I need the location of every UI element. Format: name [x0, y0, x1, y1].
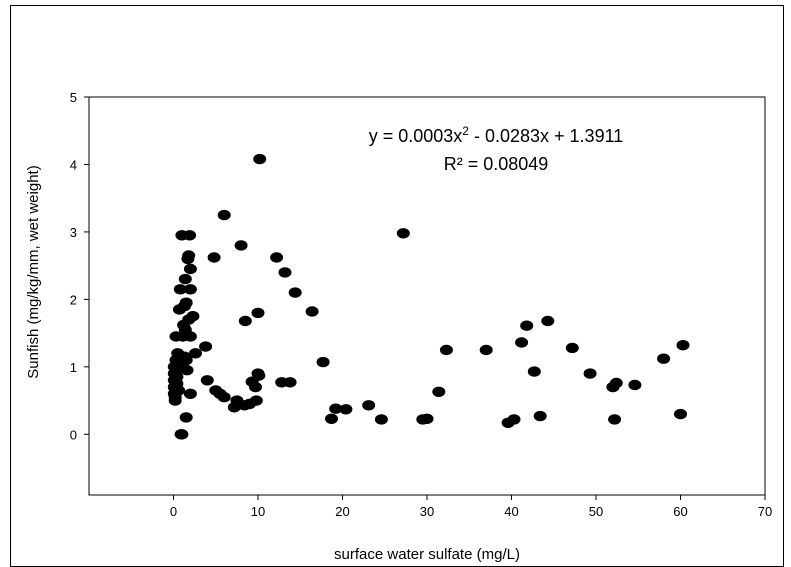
data-point: [234, 240, 248, 251]
data-point: [252, 370, 266, 381]
x-tick-label: 40: [504, 504, 518, 519]
data-point: [329, 403, 343, 414]
y-tick-label: 3: [70, 225, 77, 240]
y-tick-label: 4: [70, 157, 77, 172]
data-point: [179, 354, 193, 366]
data-point: [175, 429, 189, 440]
x-tick-label: 20: [335, 504, 349, 519]
y-axis: 0 1 2 3 4 5: [70, 90, 89, 442]
data-point: [325, 413, 338, 424]
y-axis-title: Sunfish (mg/kg/mm, wet weight): [25, 165, 42, 378]
data-point: [305, 306, 319, 317]
data-point: [217, 392, 231, 403]
x-tick-label: 10: [251, 504, 265, 519]
plot-area: [88, 96, 766, 496]
x-tick-label: 50: [589, 504, 603, 519]
data-point: [507, 414, 521, 425]
data-point: [432, 386, 446, 397]
data-point: [178, 273, 192, 285]
y-tick-label: 5: [70, 90, 77, 105]
data-point: [608, 414, 622, 425]
data-point: [183, 230, 197, 241]
data-point: [186, 311, 200, 322]
data-point: [396, 228, 410, 239]
y-tick-label: 1: [70, 360, 77, 375]
data-point: [420, 413, 434, 424]
x-tick-label: 60: [673, 504, 687, 519]
y-tick-label: 0: [70, 427, 77, 442]
data-point: [180, 365, 194, 376]
data-point: [339, 404, 353, 415]
data-point: [183, 331, 197, 342]
data-point: [676, 340, 690, 351]
data-point: [316, 356, 330, 368]
data-points: [167, 153, 690, 440]
data-point: [179, 297, 193, 308]
data-point: [200, 375, 214, 386]
x-tick-label: 0: [170, 504, 177, 519]
regression-equation-tail: - 0.0283x + 1.3911: [469, 126, 623, 146]
regression-equation-exponent: 2: [462, 124, 469, 138]
x-axis-title: surface water sulfate (mg/L): [334, 546, 520, 563]
data-point: [609, 377, 623, 389]
x-tick-label: 30: [420, 504, 434, 519]
data-point: [439, 344, 453, 356]
data-point: [183, 263, 197, 275]
data-point: [173, 284, 187, 295]
data-point: [520, 320, 534, 331]
regression-equation-lead: y = 0.0003x: [369, 126, 463, 146]
data-point: [251, 307, 265, 319]
data-point: [182, 250, 196, 261]
regression-equation: y = 0.0003x2 - 0.0283x + 1.3911: [369, 124, 624, 146]
data-point: [183, 388, 197, 399]
r-squared-label: R² = 0.08049: [444, 154, 549, 174]
x-axis: 0 10 20 30 40 50 60 70: [170, 495, 772, 519]
data-point: [657, 353, 671, 364]
plot-area-border: [88, 96, 766, 496]
data-point: [249, 381, 262, 393]
data-point: [207, 252, 221, 263]
data-point: [238, 315, 252, 327]
data-point: [479, 344, 493, 356]
data-point: [253, 153, 267, 165]
data-point: [283, 377, 297, 388]
data-point: [362, 400, 376, 411]
data-point: [374, 414, 388, 425]
data-point: [533, 410, 547, 422]
data-point: [628, 379, 642, 391]
y-tick-label: 2: [70, 292, 77, 307]
data-point: [217, 209, 231, 221]
data-point: [179, 412, 193, 423]
data-point: [172, 385, 186, 396]
data-point: [270, 252, 284, 263]
data-point: [515, 337, 529, 348]
data-point: [288, 287, 302, 298]
data-point: [189, 348, 202, 359]
data-point: [278, 267, 292, 278]
data-point: [183, 284, 197, 295]
data-point: [527, 366, 541, 377]
x-tick-label: 70: [758, 504, 772, 519]
data-point: [565, 342, 579, 354]
data-point: [541, 315, 555, 327]
data-point: [249, 395, 263, 406]
data-point: [583, 368, 597, 379]
data-point: [674, 408, 687, 420]
data-point: [199, 341, 213, 352]
